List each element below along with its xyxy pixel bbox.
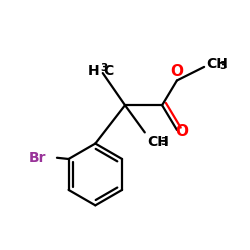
Text: Br: Br	[29, 151, 46, 165]
Text: C: C	[103, 64, 113, 78]
Text: O: O	[175, 124, 188, 140]
Text: 3: 3	[220, 61, 227, 71]
Text: CH: CH	[147, 136, 169, 149]
Text: H: H	[88, 64, 100, 78]
Text: 3: 3	[160, 137, 167, 147]
Text: O: O	[170, 64, 183, 79]
Text: CH: CH	[206, 57, 228, 71]
Text: 3: 3	[100, 62, 108, 72]
